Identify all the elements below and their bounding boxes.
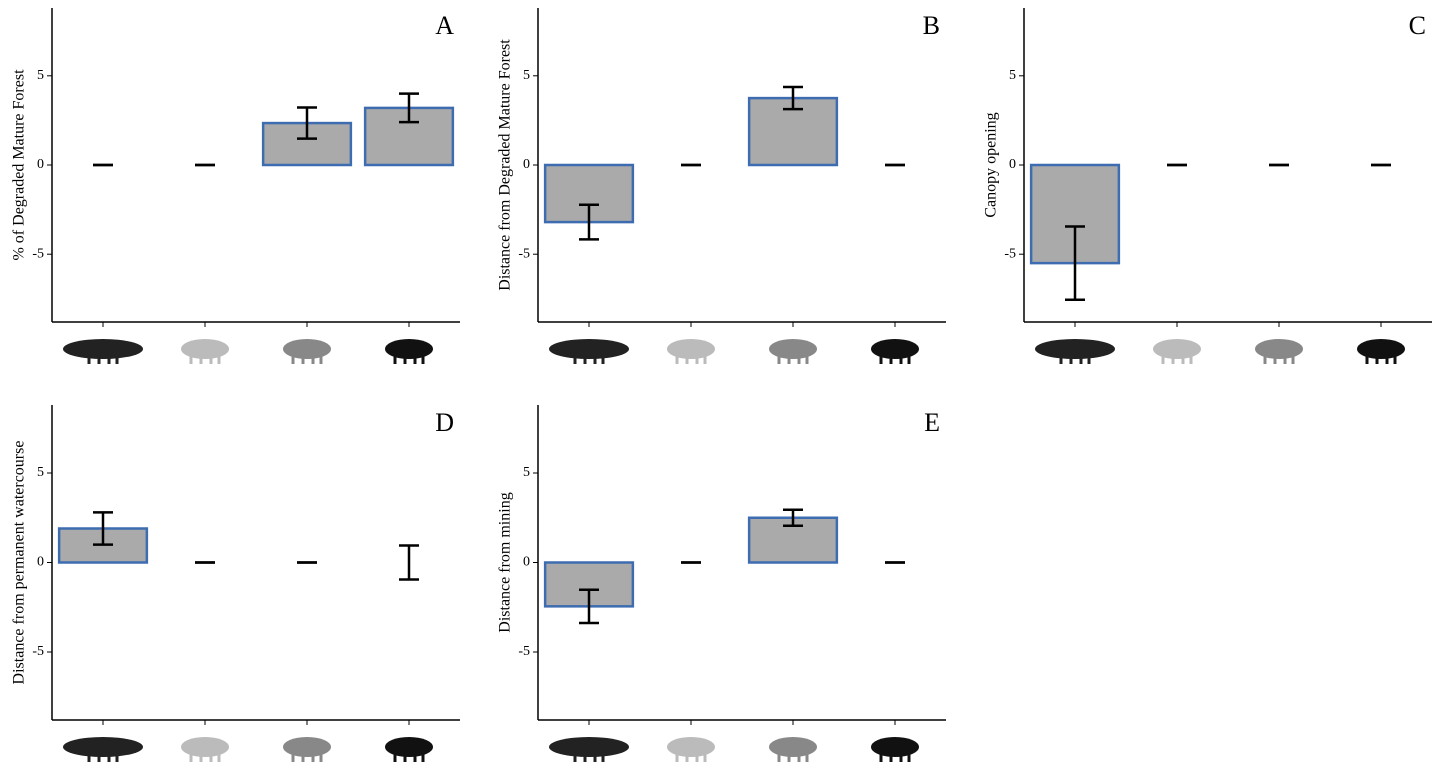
panel-label: A: [435, 11, 454, 40]
animal-icon: [283, 737, 331, 757]
y-tick-label: 5: [37, 68, 44, 83]
animal-icon: [871, 339, 919, 359]
y-tick-label: -5: [1004, 246, 1016, 261]
animal-icon: [181, 339, 229, 359]
y-tick-label: 5: [1009, 68, 1016, 83]
animal-icon: [667, 339, 715, 359]
animal-icon: [1035, 339, 1115, 359]
y-tick-label: 5: [523, 68, 530, 83]
animal-icon: [1153, 339, 1201, 359]
panel: -5 0 5 A % of Degraded Mature Forest: [11, 8, 460, 364]
y-tick-label: 5: [523, 465, 530, 480]
panel-label: D: [435, 408, 454, 437]
y-tick-label: 0: [523, 157, 530, 172]
animal-icon: [63, 737, 143, 757]
y-tick-label: -5: [32, 644, 44, 659]
panel: -5 0 5 D Distance from permanent watercourse: [11, 405, 460, 762]
y-tick-label: 0: [37, 555, 44, 570]
animal-icon: [1255, 339, 1303, 359]
y-axis-label: Distance from mining: [497, 492, 514, 632]
animal-icon: [385, 339, 433, 359]
panel-label: C: [1409, 11, 1426, 40]
y-axis-label: Distance from permanent watercourse: [11, 441, 28, 685]
panel: -5 0 5 E Distance from mining: [497, 405, 946, 762]
y-axis-label: Distance from Degraded Mature Forest: [497, 39, 514, 291]
animal-icon: [283, 339, 331, 359]
animal-icon: [63, 339, 143, 359]
animal-icon: [769, 339, 817, 359]
y-tick-label: 5: [37, 465, 44, 480]
animal-icon: [871, 737, 919, 757]
y-axis-label: % of Degraded Mature Forest: [11, 69, 28, 261]
y-tick-label: 0: [37, 157, 44, 172]
panel-label: E: [924, 408, 940, 437]
y-axis-label: Canopy opening: [983, 112, 1000, 217]
y-tick-label: 0: [523, 555, 530, 570]
y-tick-label: 0: [1009, 157, 1016, 172]
animal-icon: [181, 737, 229, 757]
panel: -5 0 5 C Canopy opening: [983, 8, 1432, 364]
panel-label: B: [923, 11, 940, 40]
animal-icon: [549, 339, 629, 359]
panel: -5 0 5 B Distance from Degraded Mature Fores…: [497, 8, 946, 364]
y-tick-label: -5: [518, 246, 530, 261]
y-tick-label: -5: [32, 246, 44, 261]
y-tick-label: -5: [518, 644, 530, 659]
animal-icon: [549, 737, 629, 757]
animal-icon: [385, 737, 433, 757]
animal-icon: [1357, 339, 1405, 359]
animal-icon: [667, 737, 715, 757]
animal-icon: [769, 737, 817, 757]
